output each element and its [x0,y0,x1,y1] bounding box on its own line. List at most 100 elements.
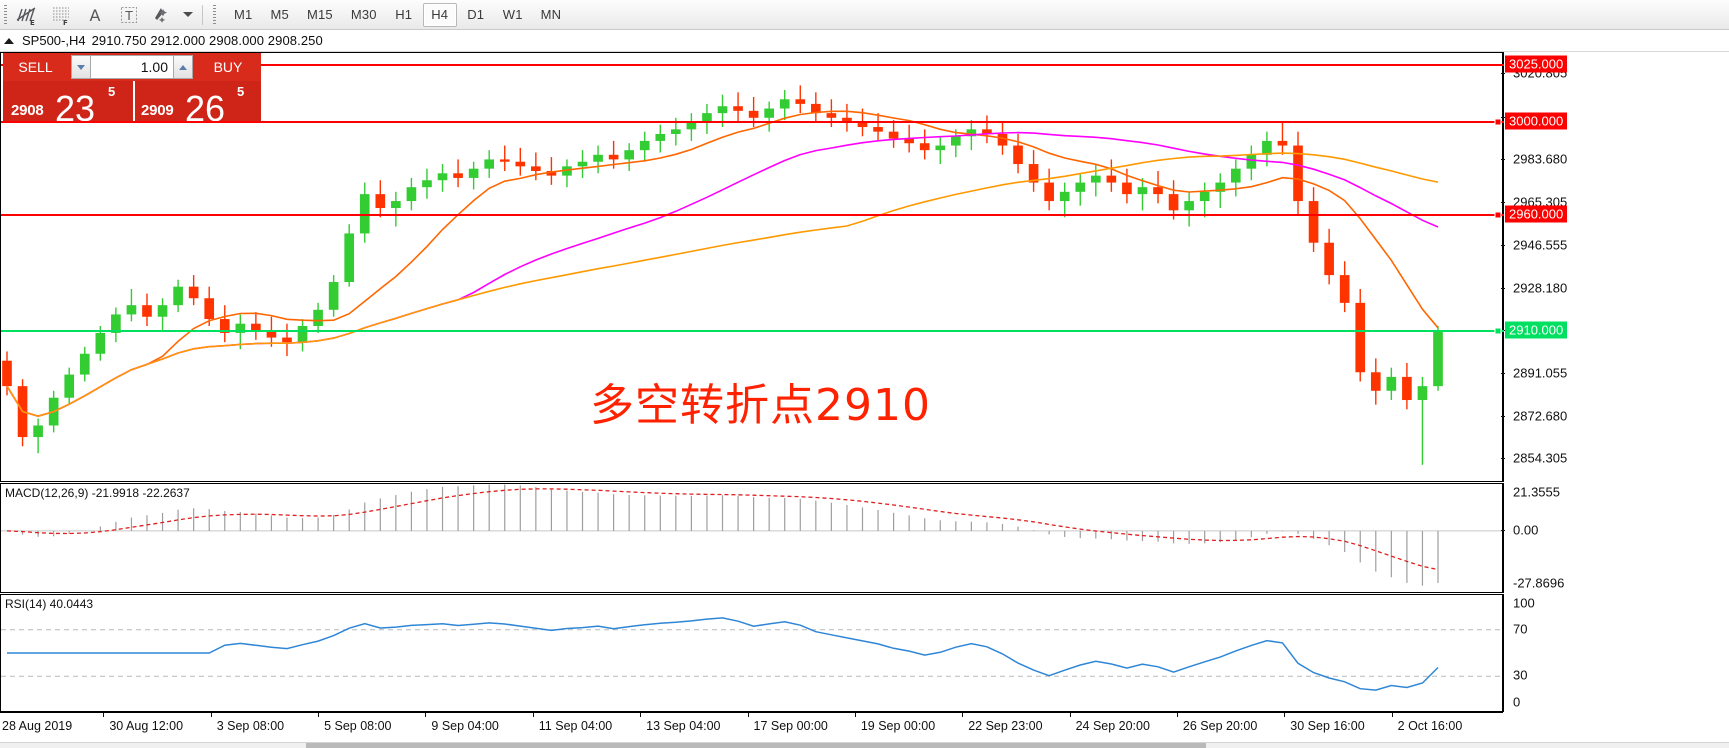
timeframe-m15[interactable]: M15 [306,7,333,22]
price-tick-mark [1501,201,1505,203]
one-click-trading-panel: SELL 1.00 BUY 2908 23 5 2909 26 5 [3,53,261,121]
timeframe-d1[interactable]: D1 [467,7,485,22]
timeframe-w1[interactable]: W1 [502,7,523,22]
toolbar-divider [202,4,203,25]
buy-quote-main: 26 [185,88,226,122]
horizontal-line-3000[interactable] [1,121,1504,124]
time-tick-label: 3 Sep 08:00 [216,719,285,733]
price-tick-label: 2872.680 [1513,408,1568,424]
macd-label: MACD(12,26,9) -21.9918 -22.2637 [5,486,190,500]
time-tick-label: 19 Sep 00:00 [860,719,936,733]
price-tag-2960.000[interactable]: 2960.000 [1505,205,1568,223]
text-icon[interactable]: A [78,1,112,29]
price-tick-mark [1501,287,1505,289]
sell-quote-main: 23 [55,88,96,122]
time-tick-label: 26 Sep 20:00 [1182,719,1258,733]
time-tick-label: 30 Sep 16:00 [1290,719,1365,733]
time-tick-label: 28 Aug 2019 [2,719,73,733]
time-tick-label: 2 Oct 16:00 [1397,719,1463,733]
price-tick-mark [1501,373,1505,375]
rsi-chart [1,617,1502,691]
macd-tick-label: -27.8696 [1513,575,1565,591]
price-tick-mark [1501,116,1505,118]
rsi-tick-label: 0 [1513,694,1521,710]
horizontal-line-3025[interactable] [1,63,1504,66]
timeframe-grip[interactable] [209,4,219,26]
volume-input[interactable]: 1.00 [91,55,173,79]
timeframe-mn[interactable]: MN [540,7,562,22]
symbol-info-bar: SP500-,H4 2910.750 2912.000 2908.000 290… [0,30,1729,52]
rsi-pane[interactable]: RSI(14) 40.0443 [0,594,1503,712]
time-tick-mark [1284,713,1286,717]
scrollbar-thumb[interactable] [306,743,1206,748]
time-tick-label: 24 Sep 20:00 [1075,719,1150,733]
time-tick-mark [640,713,642,717]
symbol-ohlc: 2910.750 2912.000 2908.000 2908.250 [91,33,323,48]
buy-button[interactable]: BUY [195,53,261,81]
time-tick-mark [532,713,534,717]
macd-tick-mark [1501,529,1505,531]
price-tick-mark [1501,245,1505,247]
time-tick-mark [210,713,212,717]
price-tick-mark [1501,458,1505,460]
elliott-wave-icon[interactable]: E [10,1,44,29]
svg-text:A: A [90,6,101,25]
time-tick-label: 9 Sep 04:00 [431,719,499,733]
time-tick-label: 5 Sep 08:00 [324,719,392,733]
symbol-name: SP500-,H4 [22,33,86,48]
arrows-shapes-icon[interactable] [146,1,180,29]
price-tick-label: 2965.305 [1513,194,1568,210]
macd-tick-label: 0.00 [1513,522,1539,538]
sell-button[interactable]: SELL [3,53,69,81]
buy-quote-whole: 2909 [141,102,174,119]
collapse-triangle-icon[interactable] [4,37,14,44]
timeframe-h1[interactable]: H1 [395,7,413,22]
time-tick-label: 17 Sep 00:00 [753,719,828,733]
horizontal-line-2960[interactable] [1,213,1504,216]
price-tick-label: 2891.055 [1513,365,1568,381]
price-tag-3000.000[interactable]: 3000.000 [1505,112,1568,130]
toolbar-grip[interactable] [0,4,10,26]
timeframe-m1[interactable]: M1 [234,7,253,22]
line-anchor-3000[interactable] [1494,118,1502,126]
price-tick-mark [1501,73,1505,75]
timeframe-h4[interactable]: H4 [422,2,457,27]
horizontal-line-2910[interactable] [1,329,1504,332]
macd-tick-label: 21.3555 [1513,484,1560,500]
text-label-icon[interactable]: T [112,1,146,29]
macd-pane[interactable]: MACD(12,26,9) -21.9918 -22.2637 [0,483,1503,593]
rsi-label: RSI(14) 40.0443 [5,597,94,611]
time-tick-mark [747,713,749,717]
rsi-axis[interactable]: 100 70 30 0 [1503,594,1729,712]
time-tick-label: 30 Aug 12:00 [109,719,184,733]
time-axis[interactable]: 28 Aug 2019 30 Aug 12:00 3 Sep 08:00 5 Sep … [0,712,1503,742]
candlestick-chart [2,85,1443,465]
rsi-tick-label: 30 [1513,667,1528,683]
time-tick-mark [425,713,427,717]
time-tick-mark [854,713,856,717]
price-tick-mark [1501,159,1505,161]
horizontal-scrollbar[interactable] [0,742,1729,748]
svg-text:T: T [124,9,133,23]
time-tick-mark [1069,713,1071,717]
price-tag-3025.000[interactable]: 3025.000 [1505,55,1568,73]
volume-increment-button[interactable] [173,55,193,79]
volume-decrement-button[interactable] [71,55,91,79]
price-axis[interactable]: 3020.8053002.0552983.6802965.3052946.555… [1501,52,1729,482]
fibonacci-icon[interactable]: F [44,1,78,29]
rsi-tick-label: 100 [1513,595,1535,611]
sell-quote[interactable]: 2908 23 5 [3,81,135,121]
macd-axis[interactable]: 21.3555 0.00 -27.8696 [1501,483,1729,593]
time-tick-mark [1176,713,1178,717]
sell-quote-whole: 2908 [11,102,44,119]
price-chart-pane[interactable]: 多空转折点2910 [0,52,1504,482]
timeframe-m5[interactable]: M5 [270,7,289,22]
arrows-dropdown-icon[interactable] [180,1,196,29]
price-tick-label: 2983.680 [1513,151,1568,167]
line-anchor-2960[interactable] [1494,211,1502,219]
buy-quote[interactable]: 2909 26 5 [135,81,261,121]
line-anchor-2910[interactable] [1494,327,1502,335]
timeframe-m30[interactable]: M30 [350,7,377,22]
time-tick-label: 13 Sep 04:00 [646,719,721,733]
price-tag-2910.000[interactable]: 2910.000 [1505,321,1568,339]
